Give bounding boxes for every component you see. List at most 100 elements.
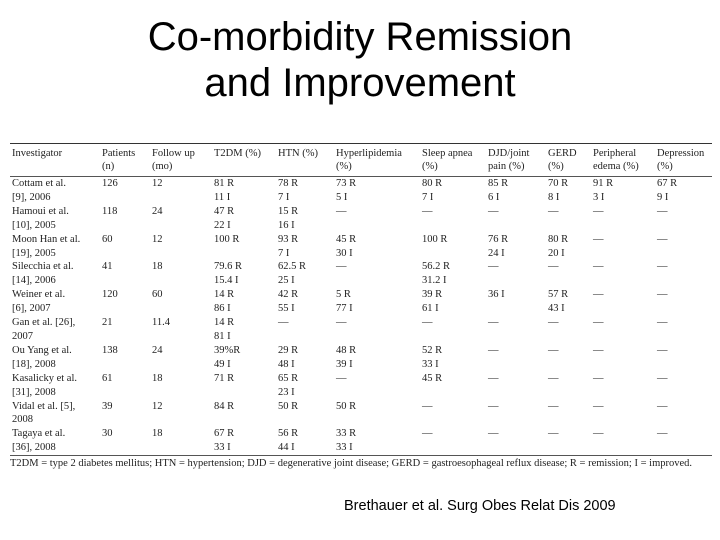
table-cell [100,302,150,316]
table-cell [100,413,150,427]
table-cell: 60 [152,289,163,301]
table-cell: 41 [102,261,113,273]
table-cell: 62.5 R [278,261,307,273]
table-cell: 67 R [214,428,235,440]
table-cell [546,413,591,427]
table-cell [486,386,546,400]
column-header-line-2 [214,160,276,173]
table-cell [150,219,212,233]
table-cell: — [488,344,499,356]
column-header-line-1: GERD [548,148,577,159]
table-cell [150,413,212,427]
table-cell: 49 I [214,358,231,370]
table-cell: 24 [152,344,163,356]
table-cell: 24 [152,205,163,217]
table-cell: 80 R [422,178,443,189]
table-cell [100,274,150,288]
column-header: Investigator [10,144,100,177]
table-cell: 84 R [214,400,235,412]
table-cell [420,330,486,344]
table-cell: — [657,233,668,245]
table-cell: 14 R [214,317,235,329]
table-cell: — [593,261,604,273]
table-cell [546,274,591,288]
investigator-cell: Hamoui et al. [12,205,69,217]
table-cell: 20 I [548,247,565,259]
table-cell: 93 R [278,233,299,245]
table-cell: 12 [152,178,163,189]
table-row: [6], 2007 86 I 55 I 77 I 61 I 43 I [10,302,712,316]
column-header-line-2: (mo) [152,161,173,172]
table-cell [100,330,150,344]
table-cell: 22 I [214,219,231,231]
table-cell: 14 R [214,289,235,301]
table-cell: 81 I [214,330,231,342]
table-cell: 85 R [488,178,509,189]
column-header-line-1: Sleep apnea [422,148,473,159]
table-cell: 7 I [278,191,290,203]
investigator-cell: [6], 2007 [12,303,51,315]
table-cell [591,330,655,344]
column-header-line-1: HTN (%) [278,148,318,159]
table-row: [31], 2008 23 I [10,386,712,400]
title-line-1: Co-morbidity Remission [147,15,573,59]
column-header: Depression (%) [655,144,712,177]
table-row: [10], 2005 22 I 16 I [10,219,712,233]
table-bottom-rule [10,455,712,457]
table-cell: 12 [152,400,163,412]
table-cell: 39%R [214,344,241,356]
table-cell: 70 R [548,178,569,189]
table-body: Cottam et al. 126 12 81 R 78 R 73 R 80 R 85 R 70… [10,177,712,455]
table-cell: 56 R [278,428,299,440]
table-cell: 76 R [488,233,509,245]
table-cell [546,386,591,400]
table-cell [591,219,655,233]
table-cell: 5 I [336,191,348,203]
table-cell: 100 R [422,233,448,245]
header-rule [10,176,712,177]
column-header: T2DM (%) [212,144,276,177]
table-cell [420,441,486,455]
column-header-line-2: (n) [102,161,115,172]
table-cell [655,358,712,372]
investigator-cell: Vidal et al. [5], [12,400,76,412]
table-cell: — [593,317,604,329]
table-cell: 18 [152,428,163,440]
table-cell [100,358,150,372]
investigator-cell: Ou Yang et al. [12,344,72,356]
table-cell: — [488,261,499,273]
table-row: Vidal et al. [5], 39 12 84 R 50 R 50 R — — — — — [10,400,712,414]
table-cell [420,219,486,233]
title-line-2: and Improvement [204,61,516,105]
table-cell [150,191,212,205]
table-cell: — [422,317,433,329]
table-cell: 7 I [422,191,434,203]
column-header-line-1: Peripheral [593,148,637,159]
table-cell: 43 I [548,303,565,315]
investigator-cell: Gan et al. [26], [12,317,76,329]
table-cell [486,219,546,233]
table-cell: — [488,428,499,440]
table-cell: — [278,317,289,329]
table-cell [334,386,420,400]
table-cell: 47 R [214,205,235,217]
table-cell [150,302,212,316]
investigator-cell: Silecchia et al. [12,261,74,273]
column-header-line-1: Investigator [12,148,63,159]
table-cell: 30 I [336,247,353,259]
column-header-line-2 [12,160,100,173]
table-cell: — [657,344,668,356]
column-header: Hyperlipidemia (%) [334,144,420,177]
table-cell: 11 I [214,191,231,203]
table-cell: 33 I [336,442,353,454]
comorbidity-table: Investigator Patients (n) Follow up (mo) T2D… [10,144,712,455]
table-row: Gan et al. [26], 21 11.4 14 R — — — — — — — [10,316,712,330]
table-cell: — [422,205,433,217]
table-row: [19], 2005 7 I 30 I 24 I 20 I [10,247,712,261]
table-cell [655,386,712,400]
table-cell: 91 R [593,178,614,189]
table-row: 2007 81 I [10,330,712,344]
table-cell: — [548,400,559,412]
table-cell [420,413,486,427]
table-cell: 42 R [278,289,299,301]
